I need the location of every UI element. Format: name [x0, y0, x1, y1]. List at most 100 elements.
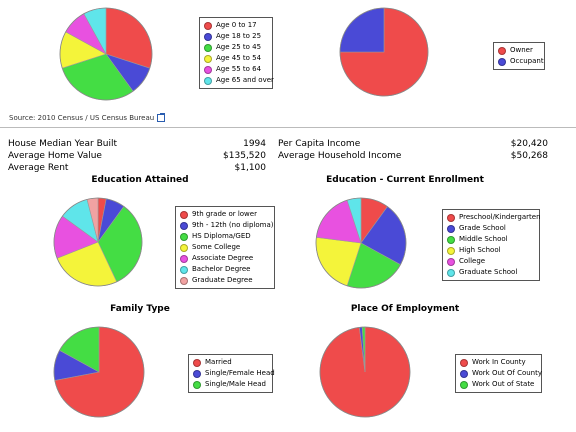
- legend-swatch: [460, 369, 468, 378]
- legend-label: College: [459, 257, 486, 265]
- legend-swatch: [447, 268, 455, 277]
- legend-label: Work In County: [472, 358, 526, 366]
- legend-swatch: [180, 265, 188, 274]
- legend-swatch: [193, 369, 201, 378]
- legend-label: Work Out of State: [472, 380, 535, 388]
- legend-item: Some College: [180, 242, 270, 253]
- legend-swatch: [180, 276, 188, 285]
- legend-swatch: [204, 54, 212, 63]
- legend-swatch: [193, 358, 201, 367]
- education-attained-pie-chart: [53, 197, 143, 287]
- legend-item: Preschool/Kindergarten: [447, 212, 541, 223]
- legend-label: Graduate School: [459, 268, 518, 276]
- legend-swatch: [180, 254, 188, 263]
- place-of-employment-pie-chart: [319, 326, 411, 418]
- legend-swatch: [204, 21, 212, 30]
- legend-item: Middle School: [447, 234, 535, 245]
- legend-item: Owner: [498, 45, 540, 56]
- stat-average-rent: Average Rent $1,100: [8, 163, 266, 173]
- legend-swatch: [180, 221, 188, 230]
- legend-label: Bachelor Degree: [192, 265, 251, 273]
- legend-swatch: [204, 43, 212, 52]
- legend-swatch: [180, 232, 188, 241]
- legend-label: Single/Male Head: [205, 380, 266, 388]
- external-link-icon[interactable]: [157, 113, 166, 122]
- legend-label: Age 25 to 45: [216, 43, 262, 51]
- stat-value: 1994: [243, 139, 266, 149]
- legend-label: Single/Female Head: [205, 369, 275, 377]
- legend-swatch: [204, 32, 212, 41]
- place-of-employment-legend: Work In County Work Out Of County Work Out…: [455, 354, 542, 393]
- legend-item: Work Out of State: [460, 379, 537, 390]
- legend-swatch: [447, 257, 455, 266]
- current-enrollment-title: Education - Current Enrollment: [326, 175, 484, 185]
- legend-label: Married: [205, 358, 232, 366]
- pie-outline: [53, 326, 145, 418]
- legend-item: Graduate Degree: [180, 275, 270, 286]
- legend-label: Work Out Of County: [472, 369, 542, 377]
- stat-value: $1,100: [234, 163, 267, 173]
- legend-swatch: [204, 76, 212, 85]
- legend-label: HS Diploma/GED: [192, 232, 251, 240]
- family-type-title: Family Type: [110, 304, 170, 314]
- legend-label: Age 65 and over: [216, 76, 274, 84]
- legend-swatch: [460, 380, 468, 389]
- legend-item: Age 65 and over: [204, 75, 274, 86]
- legend-swatch: [498, 46, 506, 55]
- legend-label: Age 55 to 64: [216, 65, 262, 73]
- legend-swatch: [460, 358, 468, 367]
- legend-item: Age 18 to 25: [204, 31, 268, 42]
- pie-outline: [59, 7, 153, 101]
- source-line[interactable]: Source: 2010 Census / US Census Bureau: [9, 113, 166, 122]
- legend-label: Grade School: [459, 224, 506, 232]
- stat-house-median-year: House Median Year Built 1994: [8, 139, 266, 149]
- legend-swatch: [447, 235, 455, 244]
- stat-per-capita-income: Per Capita Income $20,420: [278, 139, 548, 149]
- legend-label: Graduate Degree: [192, 276, 253, 284]
- legend-item: Age 55 to 64: [204, 64, 268, 75]
- legend-swatch: [447, 246, 455, 255]
- legend-item: Bachelor Degree: [180, 264, 270, 275]
- legend-label: High School: [459, 246, 501, 254]
- legend-item: Single/Female Head: [193, 368, 275, 379]
- legend-item: High School: [447, 245, 535, 256]
- stat-label: Average Home Value: [8, 151, 102, 161]
- legend-item: Grade School: [447, 223, 535, 234]
- tenure-legend: Owner Occupant: [493, 42, 545, 70]
- stat-average-household-income: Average Household Income $50,268: [278, 151, 548, 161]
- legend-swatch: [193, 380, 201, 389]
- pie-slice-tenure-1: [339, 7, 385, 53]
- age-legend: Age 0 to 17 Age 18 to 25 Age 25 to 45 Age 4…: [199, 17, 274, 89]
- legend-item: Single/Male Head: [193, 379, 268, 390]
- education-attained-legend: 9th grade or lower 9th - 12th (no diploma…: [175, 206, 275, 289]
- legend-item: Associate Degree: [180, 253, 270, 264]
- stat-label: Average Household Income: [278, 151, 402, 161]
- legend-item: Work In County: [460, 357, 537, 368]
- family-type-legend: Married Single/Female Head Single/Male Hea…: [188, 354, 275, 393]
- legend-item: 9th - 12th (no diploma): [180, 220, 274, 231]
- legend-item: Graduate School: [447, 267, 535, 278]
- legend-label: Age 45 to 54: [216, 54, 262, 62]
- legend-swatch: [498, 57, 506, 66]
- legend-item: Occupant: [498, 56, 544, 67]
- source-text: Source: 2010 Census / US Census Bureau: [9, 114, 155, 122]
- stat-label: Per Capita Income: [278, 139, 361, 149]
- pie-outline: [53, 197, 143, 287]
- pie-outline: [319, 326, 411, 418]
- education-attained-title: Education Attained: [91, 175, 189, 185]
- pie-outline: [315, 197, 407, 289]
- stat-value: $135,520: [223, 151, 266, 161]
- legend-label: Owner: [510, 46, 533, 54]
- stat-value: $50,268: [510, 151, 548, 161]
- legend-swatch: [180, 210, 188, 219]
- current-enrollment-pie-chart: [315, 197, 407, 289]
- legend-label: Some College: [192, 243, 241, 251]
- legend-item: Work Out Of County: [460, 368, 542, 379]
- current-enrollment-legend: Preschool/Kindergarten Grade School Middle…: [442, 209, 541, 281]
- legend-item: 9th grade or lower: [180, 209, 270, 220]
- legend-label: Occupant: [510, 57, 544, 65]
- legend-swatch: [447, 213, 455, 222]
- legend-label: Age 0 to 17: [216, 21, 257, 29]
- place-of-employment-title: Place Of Employment: [350, 304, 460, 314]
- section-divider: [0, 127, 576, 128]
